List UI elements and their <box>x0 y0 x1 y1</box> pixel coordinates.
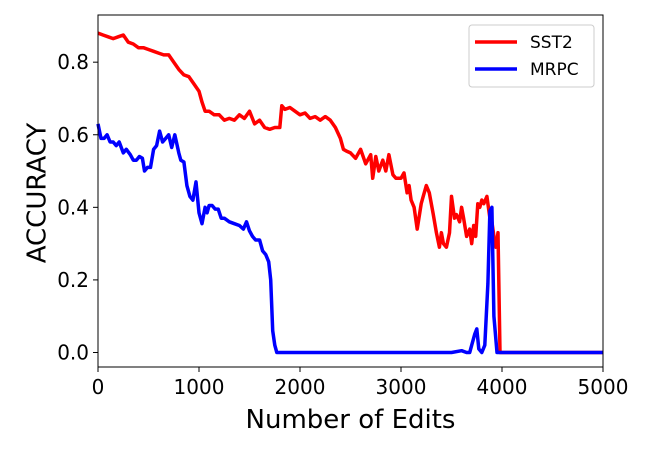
y-axis-label: ACCURACY <box>23 123 53 264</box>
legend-label-mrpc: MRPC <box>530 60 579 80</box>
y-axis-ticks: 0.0 0.2 0.4 0.6 0.8 <box>57 50 98 364</box>
x-tick-label: 0 <box>92 375 105 399</box>
x-axis-label: Number of Edits <box>246 405 456 435</box>
series-line-mrpc <box>96 123 603 355</box>
y-tick-label: 0.4 <box>57 195 89 219</box>
legend-entry-mrpc: MRPC <box>475 60 579 80</box>
legend-label-sst2: SST2 <box>530 33 573 53</box>
legend-entry-sst2: SST2 <box>475 33 573 53</box>
x-tick-label: 2000 <box>275 375 326 399</box>
x-tick-label: 3000 <box>376 375 427 399</box>
x-tick-label: 5000 <box>578 375 629 399</box>
x-tick-label: 4000 <box>477 375 528 399</box>
x-tick-label: 1000 <box>174 375 225 399</box>
legend: SST2 MRPC <box>468 24 595 88</box>
series-layer <box>96 31 603 355</box>
y-tick-label: 0.6 <box>57 123 89 147</box>
y-tick-label: 0.0 <box>57 340 89 364</box>
y-tick-label: 0.2 <box>57 268 89 292</box>
plot-frame <box>97 14 604 368</box>
series-line-sst2 <box>97 31 603 355</box>
x-axis-ticks: 0 1000 2000 3000 4000 5000 <box>92 367 629 399</box>
y-tick-label: 0.8 <box>57 50 89 74</box>
